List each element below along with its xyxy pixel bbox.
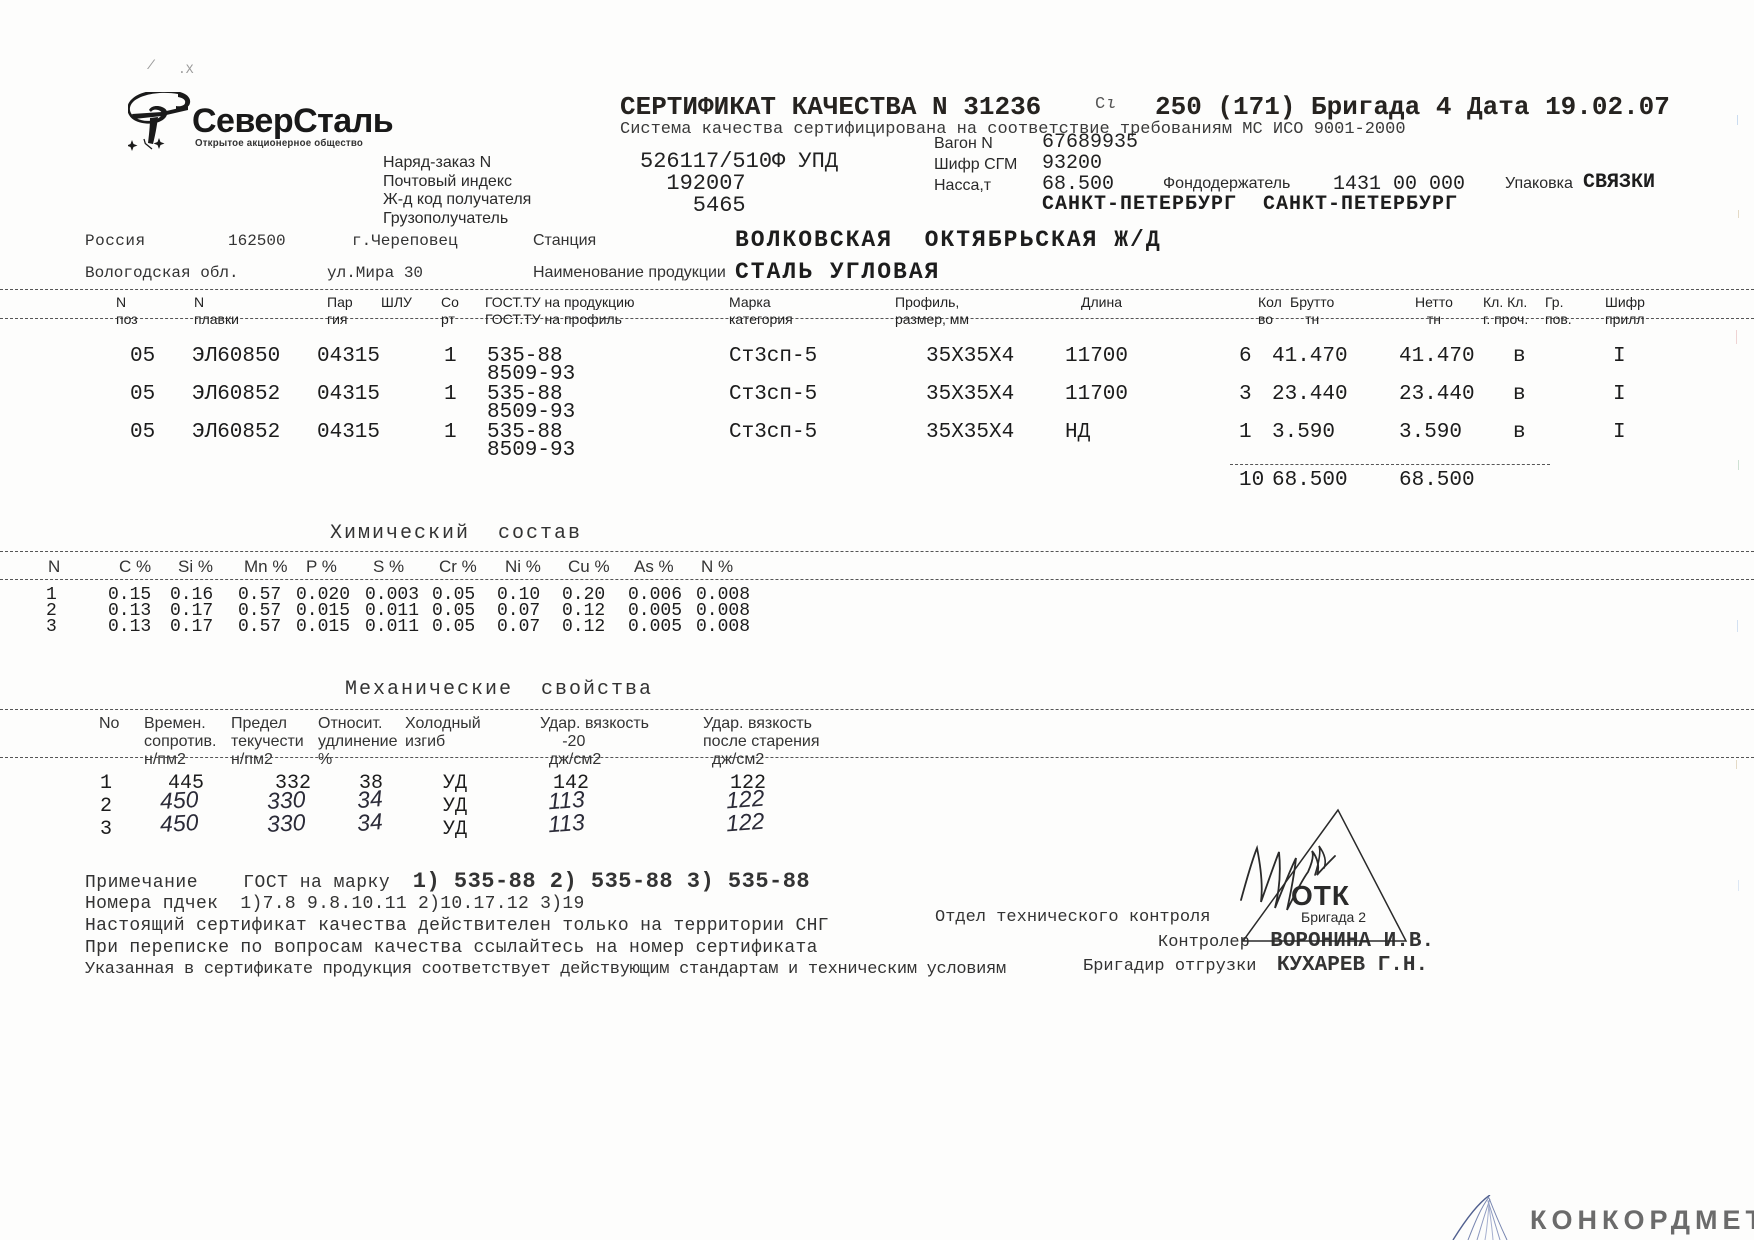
svg-text:СеверСталь: СеверСталь bbox=[192, 102, 393, 140]
svg-text:Открытое акционерное общество: Открытое акционерное общество bbox=[195, 138, 363, 149]
svg-text:КОНКОРДМЕТАЛЛ: КОНКОРДМЕТАЛЛ bbox=[1530, 1205, 1754, 1235]
svg-text:Бригада 2: Бригада 2 bbox=[1301, 909, 1366, 925]
